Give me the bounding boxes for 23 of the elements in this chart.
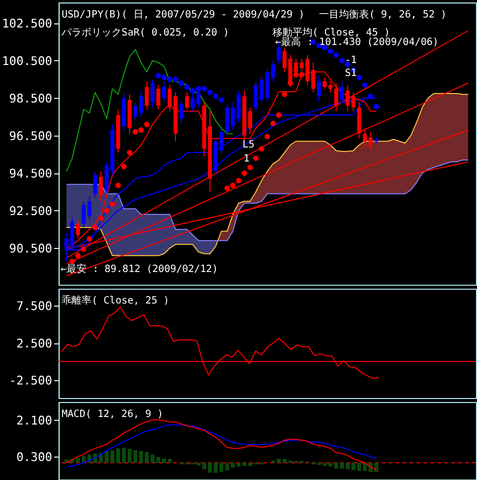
annotation: 一目均衡表( 9, 26, 52 )	[318, 8, 447, 20]
y-tick-label: -2.500	[9, 374, 52, 388]
annotation: -1	[344, 55, 357, 66]
y-tick-label: 94.500	[9, 166, 52, 181]
annotation: 移動平均( Close, 45 )	[272, 26, 390, 38]
annotation: ←最高 : 101.430 (2009/04/06)	[275, 36, 439, 48]
y-tick-label: 98.500	[9, 92, 52, 106]
annotation: 1	[243, 154, 250, 164]
text: MACD( 12, 26, 9 )	[62, 408, 164, 420]
y-tick-label: 102.500	[2, 16, 52, 31]
y-tick-label: 0.300	[16, 450, 52, 464]
y-tick-label: 7.500	[16, 299, 52, 314]
y-tick-label: 96.500	[9, 129, 52, 144]
y-tick-label: 100.500	[2, 54, 52, 68]
text: 乖離率( Close, 25 )	[62, 294, 170, 307]
text: USD/JPY(B)( 日, 2007/05/29 - 2009/04/29 )	[62, 9, 305, 20]
y-tick-label: 2.100	[16, 413, 52, 428]
annotation: L5	[242, 140, 254, 151]
y-tick-label: 2.500	[16, 336, 52, 350]
annotation: S1	[344, 68, 357, 80]
y-tick-label: 90.500	[9, 242, 52, 256]
annotation: パラボリックSaR( 0.025, 0.20 )	[60, 27, 230, 38]
y-tick-label: 92.500	[9, 204, 52, 218]
